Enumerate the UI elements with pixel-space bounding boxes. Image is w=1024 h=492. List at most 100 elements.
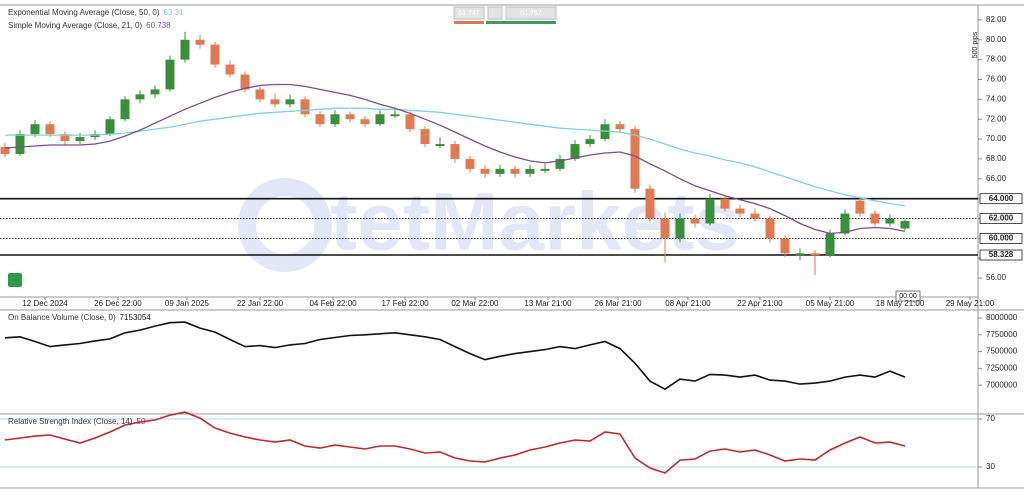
candle-body (450, 144, 460, 159)
candle-body (45, 124, 55, 135)
candle-body (675, 218, 685, 239)
candle-body (690, 218, 700, 224)
candle-body (900, 221, 910, 229)
candle-body (270, 99, 280, 105)
x-tick-label: 26 Dec 22:00 (94, 299, 142, 308)
candle-body (30, 124, 40, 135)
series-line (4, 321, 906, 391)
x-tick-label: 13 Mar 21:00 (524, 299, 572, 308)
y-tick-label: 70.00 (986, 134, 1007, 143)
candle-body (150, 89, 160, 95)
series-line (4, 83, 906, 235)
buy-button[interactable] (505, 6, 557, 20)
x-tick-label: 17 Feb 22:00 (381, 299, 429, 308)
level-label: 64.000 (989, 194, 1014, 203)
x-tick-label: 08 Apr 21:00 (665, 299, 711, 308)
candle-body (345, 114, 355, 120)
pips-label: 500 pips (972, 31, 979, 58)
toolbar: 61.747 61.767 (453, 6, 557, 24)
candle-body (750, 213, 760, 219)
level-box (979, 193, 1023, 205)
x-tick-label: 26 Mar 21:00 (594, 299, 642, 308)
candle-body (810, 253, 820, 256)
candle-body (300, 99, 310, 115)
y-tick-label: 78.00 (986, 55, 1007, 64)
legend-value: 7153054 (120, 313, 152, 322)
y-tick-label: 82.00 (986, 15, 1007, 24)
candle-body (180, 39, 190, 60)
level-box (979, 249, 1023, 261)
y-tick-label: 76.00 (986, 75, 1007, 84)
legend-value: 60.738 (146, 21, 171, 30)
y-tick-label: 72.00 (986, 114, 1007, 123)
y-tick-label: 74.00 (986, 94, 1007, 103)
y-tick-label: 7750000 (986, 330, 1018, 339)
candle-body (105, 119, 115, 135)
candle-body (465, 158, 475, 169)
x-tick-label: 18 May 21:00 (876, 299, 925, 308)
candle-body (405, 114, 415, 130)
y-tick-label: 80.00 (986, 35, 1007, 44)
candle-body (840, 213, 850, 234)
candle-body (555, 158, 565, 169)
watermark-text: tetMarkets (330, 177, 740, 268)
candle-body (330, 114, 340, 125)
x-tick-label: 29 May 21:00 (946, 299, 995, 308)
x-tick-label: 09 Jan 2025 (165, 299, 210, 308)
y-tick-label: 66.00 (986, 174, 1007, 183)
candle-body (120, 99, 130, 120)
candle-body (435, 144, 445, 147)
candle-body (315, 114, 325, 125)
time-label: 00:00 (899, 293, 917, 300)
legend-label: Relative Strength Index (Close, 14) (8, 417, 133, 426)
level-box (979, 233, 1023, 244)
x-tick-label: 05 May 21:00 (806, 299, 855, 308)
candle-body (885, 218, 895, 224)
candle-body (225, 64, 235, 75)
sell-button[interactable] (453, 6, 485, 20)
candle-body (525, 168, 535, 174)
x-tick-label: 22 Jan 22:00 (237, 299, 284, 308)
candle-body (360, 119, 370, 125)
candle-body (240, 74, 250, 90)
candle-body (780, 238, 790, 254)
level-label: 60.000 (989, 234, 1014, 243)
buy-bar (486, 21, 556, 24)
alert-icon[interactable] (8, 273, 22, 287)
y-tick-label: 7000000 (986, 380, 1018, 389)
x-tick-label: 22 Apr 21:00 (737, 299, 783, 308)
candle-body (645, 188, 655, 219)
y-tick-label: 7500000 (986, 347, 1018, 356)
candle-body (765, 218, 775, 239)
candle-body (795, 253, 805, 256)
y-tick-label: 7250000 (986, 363, 1018, 372)
candle-body (165, 59, 175, 90)
candle-body (660, 218, 670, 239)
candle-body (390, 114, 400, 117)
series-line (5, 107, 906, 207)
candle-body (255, 89, 265, 100)
y-tick-label: 8000000 (986, 313, 1018, 322)
lot-button[interactable] (487, 6, 503, 20)
time-box (895, 290, 921, 302)
candle-body (285, 99, 295, 105)
legend-label: Simple Moving Average (Close, 21, 0) (8, 21, 142, 30)
candle-body (210, 44, 220, 65)
legend-value: 63.31 (164, 8, 185, 17)
candle-body (195, 39, 205, 45)
candle-body (825, 233, 835, 256)
candle-body (510, 168, 520, 174)
candle-body (855, 200, 865, 214)
candle-body (420, 129, 430, 145)
sell-bar (454, 21, 484, 24)
legend-label: Exponential Moving Average (Close, 50, 0… (8, 8, 160, 17)
level-label: 58.328 (989, 250, 1014, 259)
candle-body (735, 208, 745, 214)
sell-price: 61.747 (458, 10, 480, 17)
watermark-logo (238, 178, 332, 272)
candle-body (615, 124, 625, 130)
candle-body (75, 137, 85, 142)
candle-body (585, 139, 595, 145)
candle-body (0, 147, 10, 154)
candle-body (375, 114, 385, 125)
